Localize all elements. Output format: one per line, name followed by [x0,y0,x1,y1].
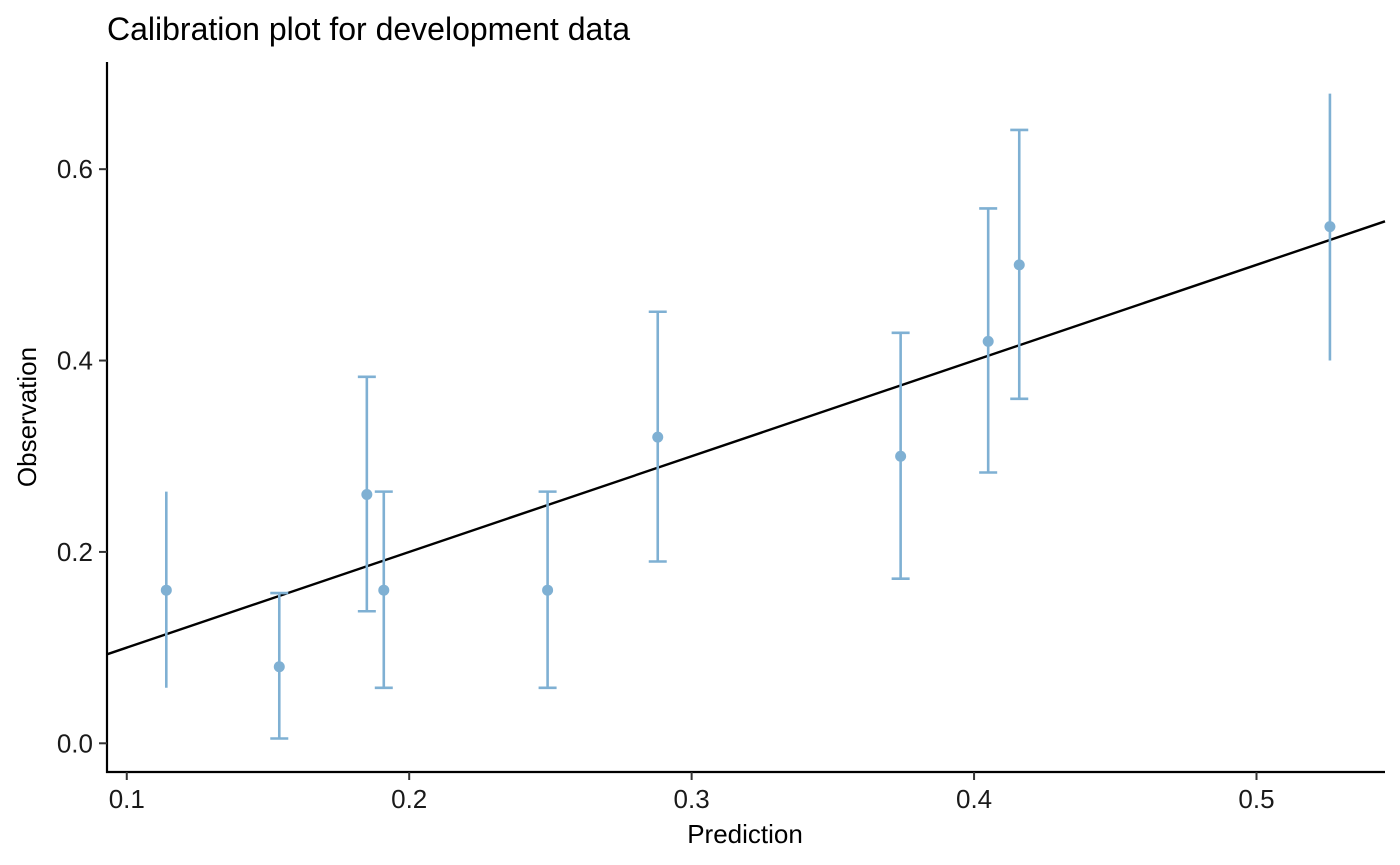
x-tick-label-1: 0.1 [109,784,145,814]
reference-line [106,220,1386,656]
data-point-10 [1324,221,1336,233]
data-point-2 [273,661,285,673]
x-axis-title: Prediction [687,819,803,849]
chart-title: Calibration plot for development data [107,11,630,47]
x-tick-label-5: 0.5 [1238,784,1274,814]
y-tick-label-3: 0.4 [57,346,93,376]
data-point-7 [895,450,907,462]
data-point-3 [361,489,373,501]
data-point-5 [542,584,554,596]
y-tick-label-1: 0.0 [57,728,93,758]
x-tick-label-3: 0.3 [674,784,710,814]
y-axis-title: Observation [12,347,42,487]
plot-area: 0.1 0.2 0.3 0.4 0.5 0.0 0.2 0.4 0.6 [57,62,1386,814]
data-point-6 [652,431,664,443]
x-tick-label-4: 0.4 [956,784,992,814]
x-tick-label-2: 0.2 [391,784,427,814]
y-tick-label-2: 0.2 [57,537,93,567]
data-point-8 [982,335,994,347]
data-point-4 [378,584,390,596]
data-point-1 [160,584,172,596]
data-point-9 [1013,259,1025,271]
y-tick-label-4: 0.6 [57,154,93,184]
